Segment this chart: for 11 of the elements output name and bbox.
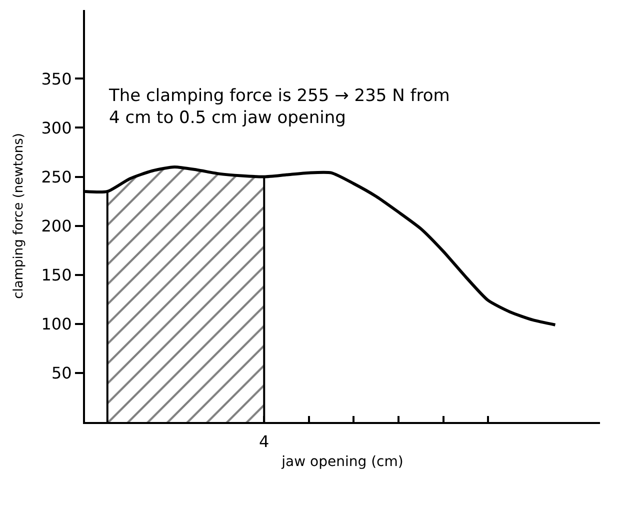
annotation: The clamping force is 255 → 235 N from 4 cm to 0.5 cm jaw opening bbox=[108, 86, 450, 128]
y-axis-title: clamping force (newtons) bbox=[12, 133, 27, 299]
y-tick-label: 250 bbox=[41, 167, 72, 186]
y-tick-label: 200 bbox=[41, 216, 72, 236]
x-axis-title: jaw opening (cm) bbox=[280, 454, 404, 470]
text: 4 bbox=[259, 432, 270, 451]
y-tick-label: 300 bbox=[41, 118, 72, 138]
y-tick-label: 350 bbox=[41, 69, 72, 88]
y-tick-label: 100 bbox=[41, 314, 72, 334]
y-tick-label: 50 bbox=[51, 364, 72, 383]
y-tick-label: 150 bbox=[41, 265, 72, 284]
